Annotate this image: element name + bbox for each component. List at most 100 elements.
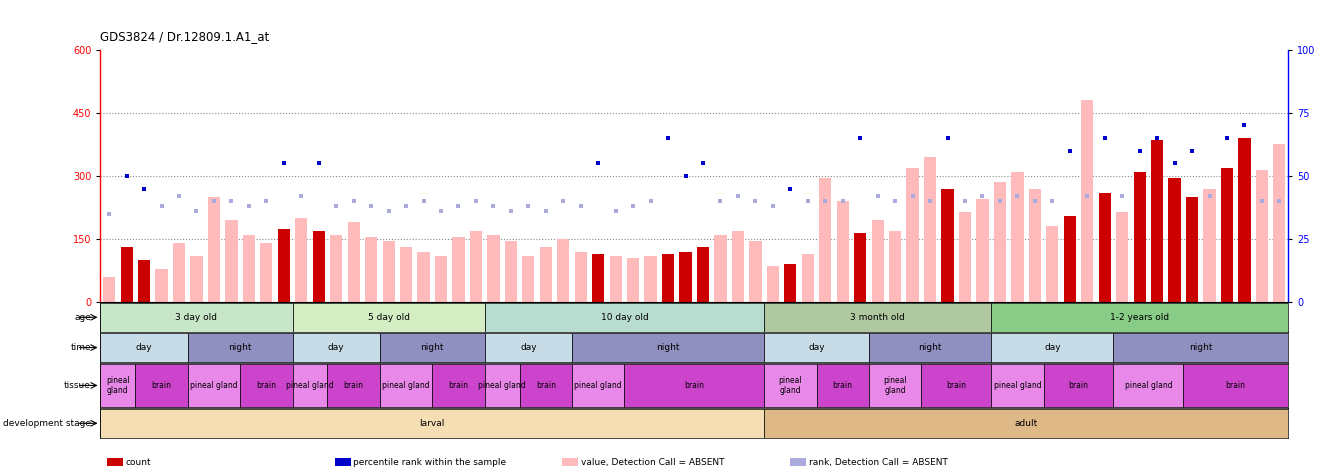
Point — [116, 172, 138, 180]
Text: day: day — [328, 343, 344, 352]
Text: pineal gland: pineal gland — [190, 381, 238, 390]
Bar — [715, 235, 727, 302]
Bar — [540, 247, 552, 302]
Point — [588, 160, 609, 167]
Bar — [187, 364, 240, 407]
Bar — [155, 268, 167, 302]
Point — [849, 134, 870, 142]
Text: night: night — [919, 343, 941, 352]
Text: day: day — [135, 343, 153, 352]
Point — [762, 202, 783, 210]
Bar — [331, 235, 343, 302]
Text: pineal
gland: pineal gland — [884, 376, 907, 395]
Point — [378, 208, 399, 215]
Point — [99, 210, 121, 218]
Bar — [277, 228, 291, 302]
Text: pineal
gland: pineal gland — [778, 376, 802, 395]
Bar — [100, 333, 187, 362]
Bar — [485, 364, 520, 407]
Bar — [1098, 193, 1111, 302]
Point — [501, 208, 522, 215]
Text: pineal
gland: pineal gland — [106, 376, 130, 395]
Bar — [572, 333, 765, 362]
Text: percentile rank within the sample: percentile rank within the sample — [353, 458, 506, 466]
Bar — [994, 182, 1006, 302]
Bar — [470, 231, 482, 302]
Point — [186, 208, 208, 215]
Text: night: night — [1189, 343, 1213, 352]
Point — [727, 192, 749, 200]
Point — [1268, 197, 1289, 205]
Text: pineal gland: pineal gland — [1125, 381, 1172, 390]
Bar — [242, 235, 254, 302]
Point — [1007, 192, 1028, 200]
Bar — [872, 220, 884, 302]
Point — [518, 202, 540, 210]
Bar — [765, 364, 817, 407]
Bar — [312, 231, 325, 302]
Text: value, Detection Call = ABSENT: value, Detection Call = ABSENT — [581, 458, 724, 466]
Point — [1251, 197, 1272, 205]
Text: brain: brain — [1069, 381, 1089, 390]
Bar — [1184, 364, 1288, 407]
Bar — [292, 333, 380, 362]
Bar — [138, 260, 150, 302]
Bar — [644, 256, 656, 302]
Text: brain: brain — [536, 381, 556, 390]
Point — [1198, 192, 1220, 200]
Bar — [869, 364, 921, 407]
Bar — [1152, 140, 1164, 302]
Text: brain: brain — [684, 381, 704, 390]
Point — [990, 197, 1011, 205]
Bar — [765, 303, 991, 332]
Bar — [295, 218, 308, 302]
Point — [692, 160, 714, 167]
Text: day: day — [809, 343, 825, 352]
Bar — [432, 364, 485, 407]
Bar — [765, 333, 869, 362]
Text: brain: brain — [449, 381, 469, 390]
Bar — [173, 243, 185, 302]
Point — [308, 160, 329, 167]
Bar — [240, 364, 292, 407]
Text: tissue: tissue — [64, 381, 91, 390]
Bar — [505, 241, 517, 302]
Bar — [732, 231, 744, 302]
Point — [291, 192, 312, 200]
Bar — [889, 231, 901, 302]
Point — [814, 197, 836, 205]
Point — [1059, 147, 1081, 155]
Bar — [696, 247, 710, 302]
Bar — [418, 252, 430, 302]
Bar — [380, 333, 485, 362]
Text: age: age — [74, 313, 91, 322]
Text: brain: brain — [947, 381, 967, 390]
Text: 10 day old: 10 day old — [600, 313, 648, 322]
Bar — [1221, 167, 1233, 302]
Text: pineal gland: pineal gland — [287, 381, 333, 390]
Point — [1111, 192, 1133, 200]
Bar — [574, 252, 586, 302]
Point — [710, 197, 731, 205]
Bar — [100, 409, 765, 438]
Point — [902, 192, 924, 200]
Point — [832, 197, 853, 205]
Text: count: count — [126, 458, 151, 466]
Point — [1129, 147, 1150, 155]
Point — [1042, 197, 1063, 205]
Point — [238, 202, 260, 210]
Bar — [1186, 197, 1198, 302]
Point — [395, 202, 416, 210]
Bar — [1117, 212, 1129, 302]
Bar — [767, 266, 779, 302]
Text: 1-2 years old: 1-2 years old — [1110, 313, 1169, 322]
Bar — [366, 237, 378, 302]
Bar — [435, 256, 447, 302]
Point — [937, 134, 959, 142]
Bar — [1046, 227, 1058, 302]
Point — [204, 197, 225, 205]
Bar — [522, 256, 534, 302]
Bar — [765, 409, 1288, 438]
Bar — [328, 364, 380, 407]
Bar — [100, 364, 135, 407]
